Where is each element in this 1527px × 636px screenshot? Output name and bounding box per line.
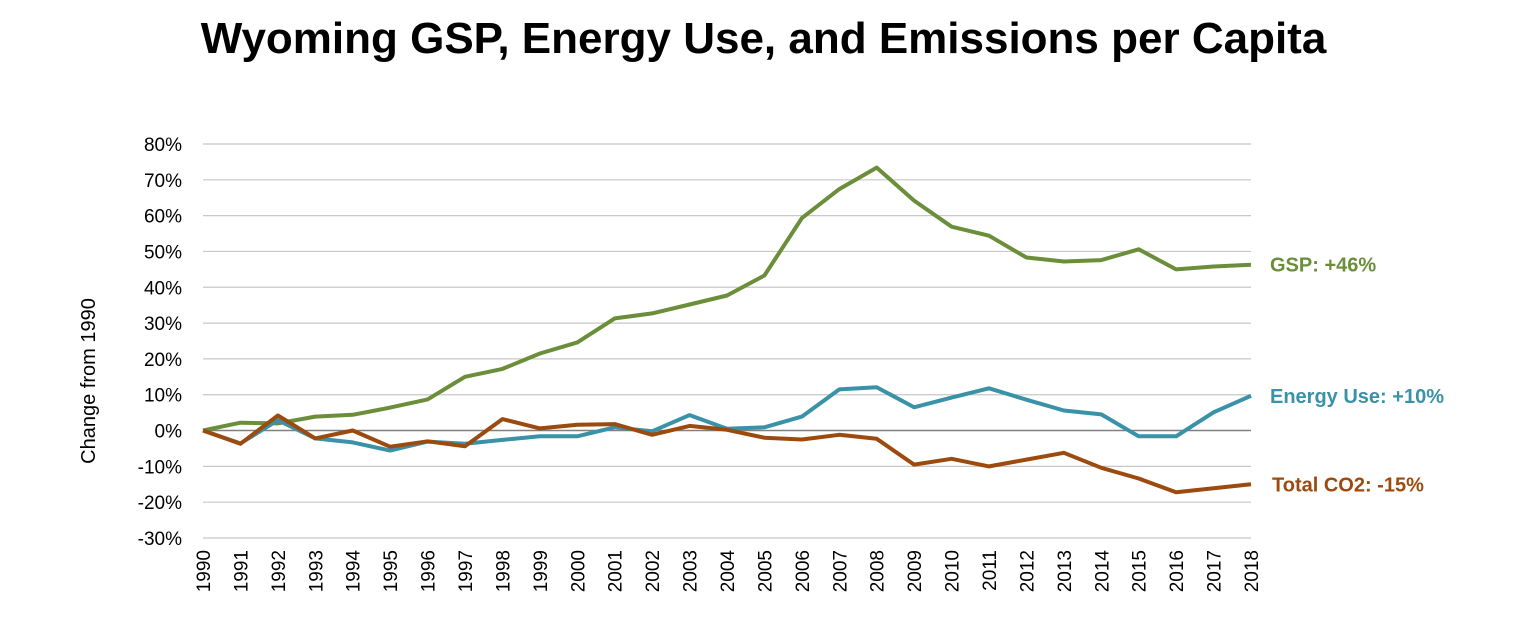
- x-tick-label: 2002: [643, 550, 664, 592]
- x-tick-label: 2004: [718, 550, 739, 593]
- series-end-labels: GSP: +46% Energy Use: +10% Total CO2: -15%: [1270, 255, 1444, 497]
- x-tick-label: 2010: [943, 550, 964, 592]
- x-tick-label: 2018: [1242, 550, 1263, 592]
- series-end-label: Energy Use: +10%: [1270, 386, 1444, 408]
- x-tick-label: 1996: [419, 550, 440, 592]
- series-end-label: GSP: +46%: [1270, 255, 1376, 277]
- y-axis-ticks: 80% 70% 60% 50% 40% 30% 20% 10% 0% -10% -20% -30%: [138, 135, 182, 550]
- y-tick-label: -20%: [138, 493, 182, 514]
- x-tick-label: 1999: [531, 550, 552, 592]
- gridlines: [203, 143, 1251, 539]
- x-tick-label: 1995: [381, 550, 402, 592]
- x-tick-label: 2014: [1092, 550, 1113, 593]
- x-axis-ticks: 1990 1991 1992 1993 1994 1995 1996 1997 1998 1999…: [194, 550, 1263, 593]
- x-tick-label: 2012: [1017, 550, 1038, 592]
- y-tick-label: 50%: [144, 242, 182, 263]
- x-tick-label: 1993: [306, 550, 327, 592]
- y-tick-label: 60%: [144, 207, 182, 228]
- chart-title: Wyoming GSP, Energy Use, and Emissions p…: [200, 14, 1327, 63]
- y-tick-label: 0%: [155, 422, 183, 443]
- y-tick-label: 40%: [144, 278, 182, 299]
- y-axis-label: Change from 1990: [78, 298, 100, 464]
- x-tick-label: 1994: [344, 550, 365, 593]
- series-line-gsp: [202, 165, 1252, 433]
- x-tick-label: 1992: [269, 550, 290, 592]
- series-lines: [202, 165, 1252, 495]
- x-tick-label: 2007: [830, 550, 851, 592]
- x-tick-label: 2011: [980, 550, 1001, 591]
- y-tick-label: -30%: [138, 529, 182, 550]
- x-tick-label: 2016: [1167, 550, 1188, 592]
- y-tick-label: 10%: [144, 386, 182, 407]
- x-tick-label: 2017: [1205, 550, 1226, 592]
- x-tick-label: 2015: [1130, 550, 1151, 592]
- x-tick-label: 2001: [606, 550, 627, 592]
- series-line-energy-use: [202, 385, 1252, 453]
- y-tick-label: -10%: [138, 457, 182, 478]
- x-tick-label: 1998: [493, 550, 514, 592]
- x-tick-label: 2003: [681, 550, 702, 592]
- x-tick-label: 2009: [905, 550, 926, 592]
- x-tick-label: 1997: [456, 550, 477, 592]
- x-tick-label: 2000: [568, 550, 589, 592]
- x-tick-label: 1991: [231, 550, 252, 592]
- y-tick-label: 20%: [144, 350, 182, 371]
- y-tick-label: 70%: [144, 171, 182, 192]
- y-tick-label: 30%: [144, 314, 182, 335]
- series-end-label: Total CO2: -15%: [1272, 474, 1424, 496]
- x-tick-label: 2006: [793, 550, 814, 592]
- x-tick-label: 1990: [194, 550, 215, 592]
- x-tick-label: 2008: [868, 550, 889, 592]
- series-line-total-co2: [202, 413, 1252, 495]
- x-tick-label: 2005: [755, 550, 776, 592]
- y-tick-label: 80%: [144, 135, 182, 156]
- x-tick-label: 2013: [1055, 550, 1076, 592]
